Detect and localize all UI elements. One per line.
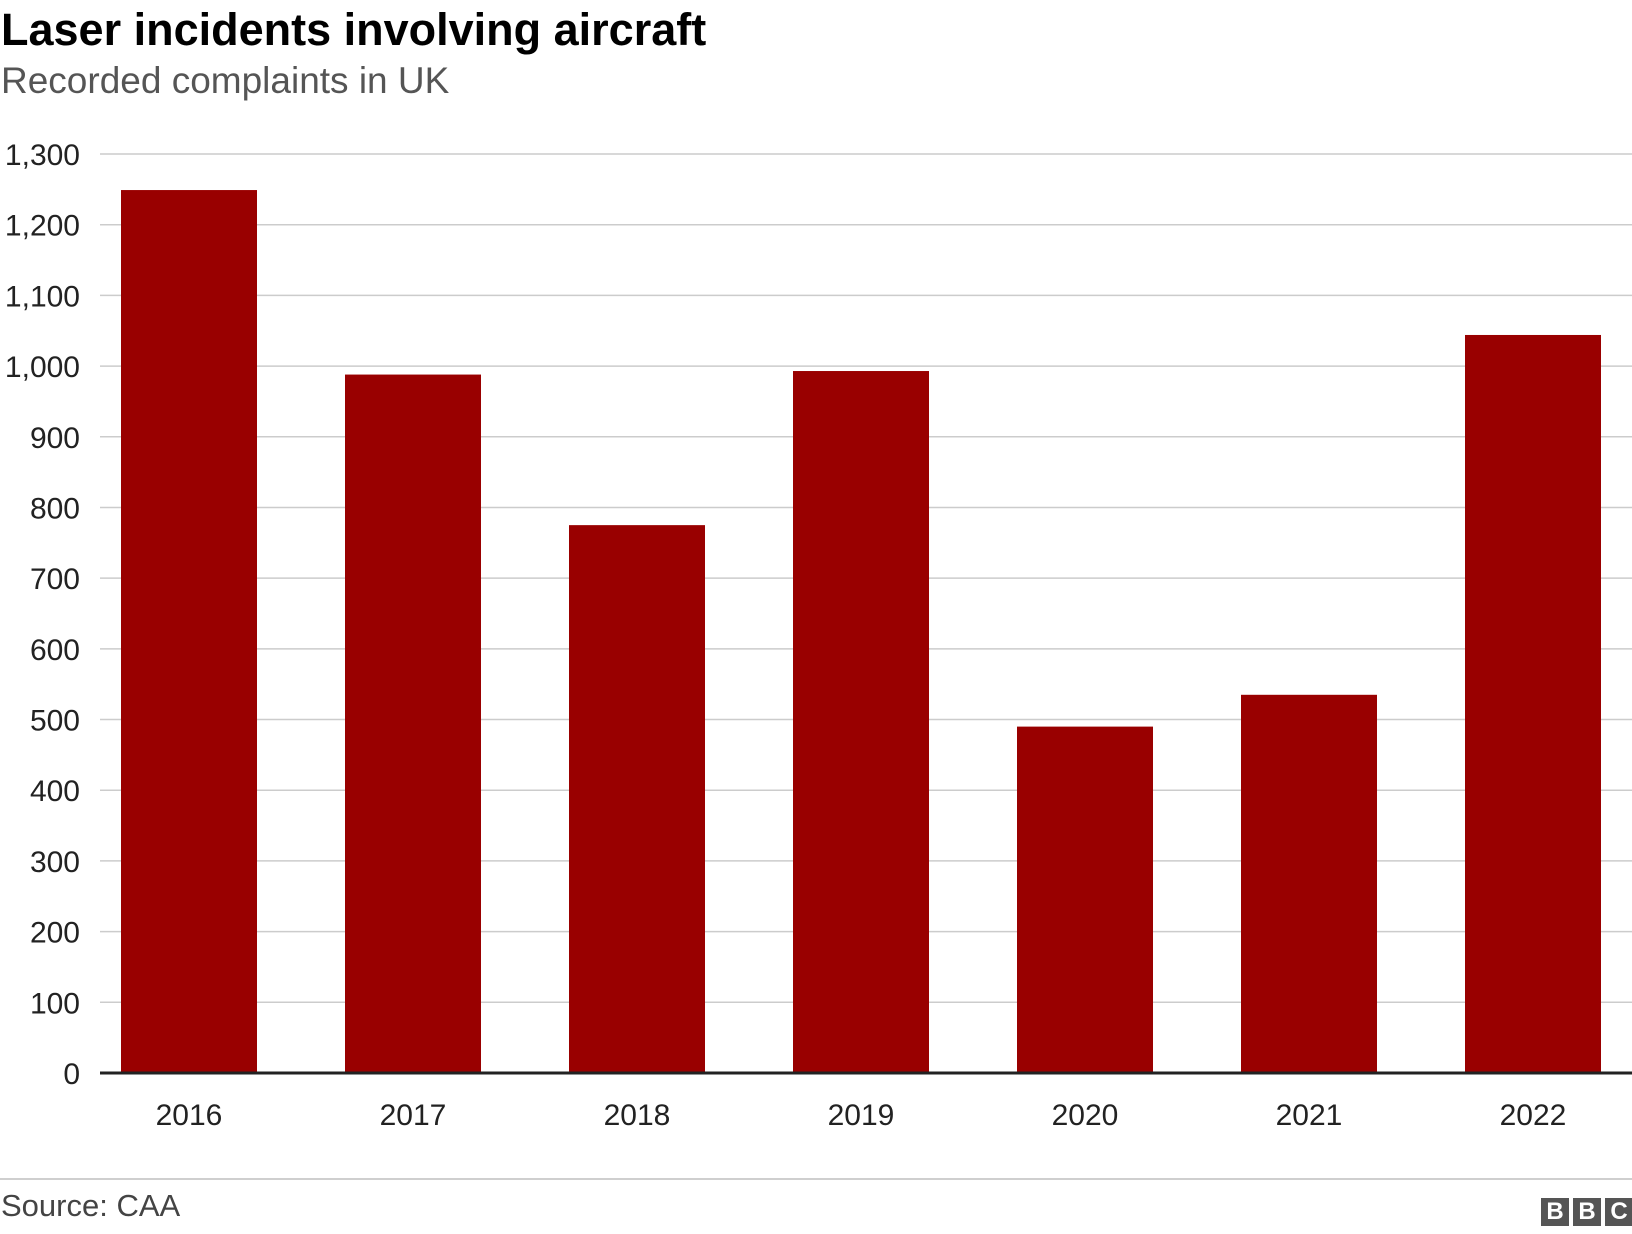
y-tick-label: 800 (30, 492, 80, 525)
bar-2016 (121, 190, 257, 1073)
x-tick-label: 2016 (156, 1099, 223, 1132)
bbc-logo-letter: B (1573, 1198, 1601, 1226)
x-tick-label: 2021 (1276, 1099, 1343, 1132)
y-tick-label: 1,200 (5, 210, 80, 243)
y-tick-label: 1,000 (5, 351, 80, 384)
bar-2017 (345, 374, 481, 1073)
bar-2019 (793, 371, 929, 1073)
bbc-logo: B B C (1541, 1198, 1632, 1226)
bar-chart: 0 100 200 300 400 500 600 700 800 900 1,000 1,100 1,… (5, 139, 1632, 1132)
bar-2018 (569, 525, 705, 1073)
y-tick-label: 1,300 (5, 139, 80, 172)
source-label: Source: CAA (1, 1188, 181, 1223)
bbc-logo-letter: C (1605, 1198, 1632, 1226)
x-tick-label: 2018 (604, 1099, 671, 1132)
y-tick-label: 100 (30, 987, 80, 1020)
x-axis-tick-labels: 2016 2017 2018 2019 2020 2021 2022 (156, 1099, 1567, 1132)
bar-2022 (1465, 334, 1601, 1073)
y-tick-label: 900 (30, 422, 80, 455)
bbc-logo-letter: B (1541, 1198, 1569, 1226)
y-tick-label: 1,100 (5, 280, 80, 313)
y-tick-label: 0 (63, 1058, 80, 1091)
x-tick-label: 2020 (1052, 1099, 1119, 1132)
y-tick-label: 200 (30, 917, 80, 950)
bar-2020 (1017, 726, 1153, 1073)
bar-2021 (1241, 694, 1377, 1073)
y-tick-label: 700 (30, 563, 80, 596)
y-tick-label: 400 (30, 775, 80, 808)
x-tick-label: 2022 (1500, 1099, 1567, 1132)
chart-subtitle: Recorded complaints in UK (1, 60, 450, 101)
footer-divider (0, 1178, 1632, 1180)
x-tick-label: 2017 (380, 1099, 447, 1132)
chart-title: Laser incidents involving aircraft (1, 4, 707, 55)
y-tick-label: 600 (30, 634, 80, 667)
y-tick-label: 500 (30, 705, 80, 738)
x-tick-label: 2019 (828, 1099, 895, 1132)
y-axis-tick-labels: 0 100 200 300 400 500 600 700 800 900 1,000 1,100 1,… (5, 139, 80, 1091)
bars (121, 190, 1601, 1073)
y-tick-label: 300 (30, 846, 80, 879)
